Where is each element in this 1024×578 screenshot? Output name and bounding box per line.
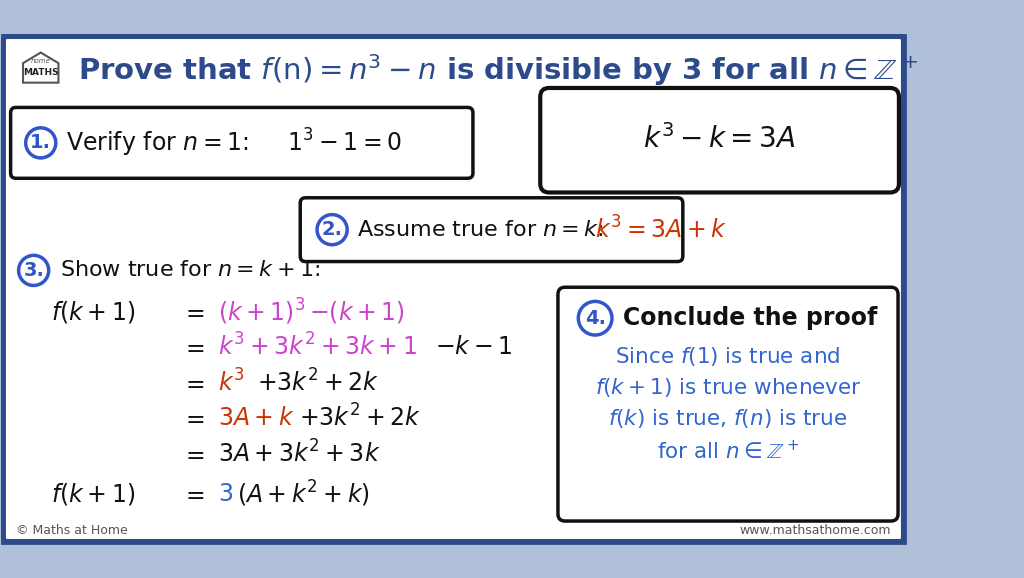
Text: © Maths at Home: © Maths at Home (16, 524, 128, 538)
Text: $f(k)$ is true, $f(n)$ is true: $f(k)$ is true, $f(n)$ is true (608, 407, 848, 430)
FancyBboxPatch shape (300, 198, 683, 262)
Text: $=$: $=$ (181, 335, 205, 360)
FancyBboxPatch shape (10, 108, 473, 178)
Text: $f(k+1)$ is true whenever: $f(k+1)$ is true whenever (595, 376, 861, 399)
Polygon shape (23, 53, 58, 83)
Text: $f(k+1)$: $f(k+1)$ (51, 299, 136, 325)
Text: Prove that $f(\mathrm{n}) = n^3 - n$ is divisible by 3 for all $n \in \mathbb{Z}: Prove that $f(\mathrm{n}) = n^3 - n$ is … (78, 52, 919, 88)
Text: $k^3 + 3k^2 + 3k + 1$: $k^3 + 3k^2 + 3k + 1$ (218, 334, 417, 361)
Text: $=$: $=$ (181, 406, 205, 430)
Text: $=$: $=$ (181, 300, 205, 324)
Text: $3A + 3k^2 + 3k$: $3A + 3k^2 + 3k$ (218, 440, 380, 468)
FancyBboxPatch shape (541, 88, 899, 192)
Text: $+ 3k^2 + 2k$: $+ 3k^2 + 2k$ (299, 405, 422, 432)
Text: $k^3 = 3A + k$: $k^3 = 3A + k$ (595, 216, 727, 243)
Text: www.mathsathome.com: www.mathsathome.com (739, 524, 891, 538)
Text: Show true for $n = k + 1$:: Show true for $n = k + 1$: (60, 261, 321, 280)
Text: 4.: 4. (585, 309, 605, 328)
FancyBboxPatch shape (558, 287, 898, 521)
Text: $k^3 - k = 3A$: $k^3 - k = 3A$ (643, 124, 796, 154)
Text: 2.: 2. (322, 220, 343, 239)
Text: $(k+1)^3$: $(k+1)^3$ (218, 297, 305, 327)
Text: $3$: $3$ (218, 481, 233, 506)
Text: $- k - 1$: $- k - 1$ (435, 335, 512, 360)
Text: 3.: 3. (24, 261, 44, 280)
Text: MATHS: MATHS (23, 68, 58, 76)
Text: $f(k+1)$: $f(k+1)$ (51, 480, 136, 506)
Text: $=$: $=$ (181, 371, 205, 395)
Text: $(A + k^2 + k)$: $(A + k^2 + k)$ (238, 479, 371, 509)
Text: $=$: $=$ (181, 442, 205, 466)
Text: Conclude the proof: Conclude the proof (624, 306, 878, 330)
Text: $k^3$: $k^3$ (218, 369, 245, 397)
Text: Verify for $n = 1$:     $1^3 - 1 = 0$: Verify for $n = 1$: $1^3 - 1 = 0$ (67, 127, 402, 159)
FancyBboxPatch shape (3, 36, 903, 542)
Text: $-(k+1)$: $-(k+1)$ (309, 299, 404, 325)
Text: $+ 3k^2 + 2k$: $+ 3k^2 + 2k$ (257, 369, 379, 397)
Text: home: home (31, 57, 50, 64)
Text: $3A + k$: $3A + k$ (218, 406, 295, 430)
Text: Assume true for $n = k$:: Assume true for $n = k$: (357, 220, 621, 240)
Text: 1.: 1. (31, 134, 51, 153)
Text: Since $f(1)$ is true and: Since $f(1)$ is true and (615, 345, 841, 368)
Text: $=$: $=$ (181, 481, 205, 506)
Text: for all $n \in \mathbb{Z}^+$: for all $n \in \mathbb{Z}^+$ (656, 439, 800, 463)
